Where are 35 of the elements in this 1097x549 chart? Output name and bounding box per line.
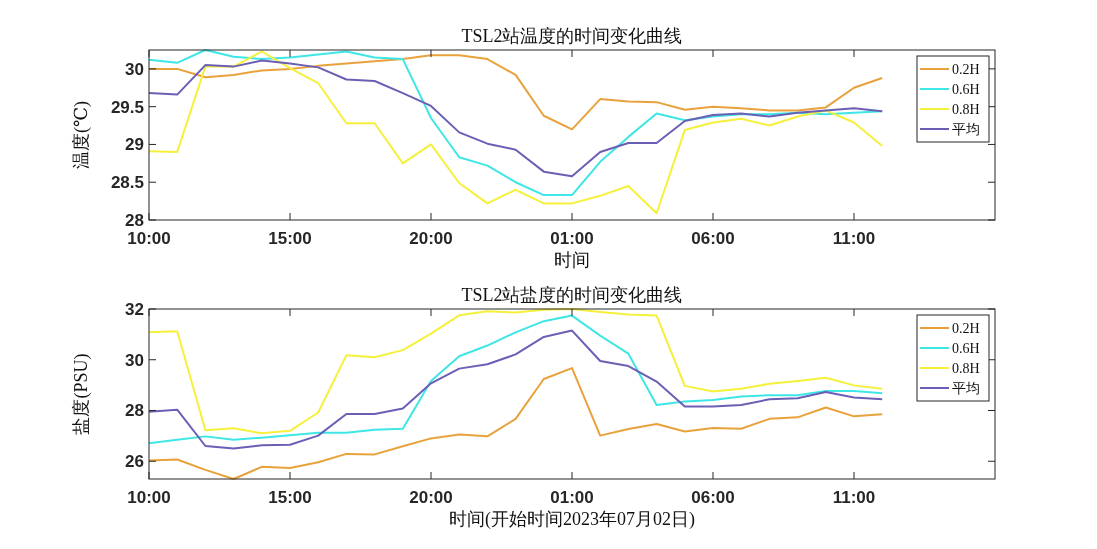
x-tick-label: 15:00 [268, 488, 312, 507]
y-tick-label: 32 [125, 300, 144, 319]
legend-label: 0.6H [952, 341, 980, 356]
y-tick-label: 30 [125, 350, 144, 370]
x-axis-title: 时间(开始时间2023年07月02日) [449, 509, 695, 530]
x-tick-label: 20:00 [409, 229, 453, 248]
chart-title: TSL2站盐度的时间变化曲线 [461, 285, 683, 305]
x-tick-label: 20:00 [409, 488, 453, 507]
y-tick-label: 30 [125, 59, 144, 79]
y-tick-label: 28.5 [110, 173, 144, 193]
x-tick-label: 11:00 [832, 488, 876, 507]
x-tick-label: 10:00 [127, 229, 171, 248]
chart-title: TSL2站温度的时间变化曲线 [461, 26, 683, 46]
legend-label: 0.8H [952, 361, 980, 376]
x-tick-label: 15:00 [268, 229, 312, 248]
x-axis-title: 时间 [554, 250, 590, 270]
y-tick-label: 28 [125, 401, 144, 421]
y-axis-title: 盐度(PSU) [71, 353, 92, 435]
legend-label: 0.2H [952, 321, 980, 336]
legend-label: 0.2H [952, 62, 980, 77]
legend-label: 0.6H [952, 82, 980, 97]
y-tick-label: 26 [125, 452, 144, 472]
x-tick-label: 10:00 [127, 488, 171, 507]
legend-label: 平均 [952, 381, 980, 396]
x-tick-label: 06:00 [691, 488, 735, 507]
y-tick-label: 29 [125, 135, 144, 155]
y-tick-label: 29.5 [110, 97, 144, 117]
x-tick-label: 01:00 [550, 229, 594, 248]
x-tick-label: 01:00 [550, 488, 594, 507]
x-tick-label: 11:00 [832, 229, 876, 248]
x-tick-label: 06:00 [691, 229, 735, 248]
legend-label: 0.8H [952, 102, 980, 117]
y-axis-title: 温度(℃) [71, 100, 92, 170]
legend-label: 平均 [952, 122, 980, 137]
y-tick-label: 28 [125, 211, 144, 230]
